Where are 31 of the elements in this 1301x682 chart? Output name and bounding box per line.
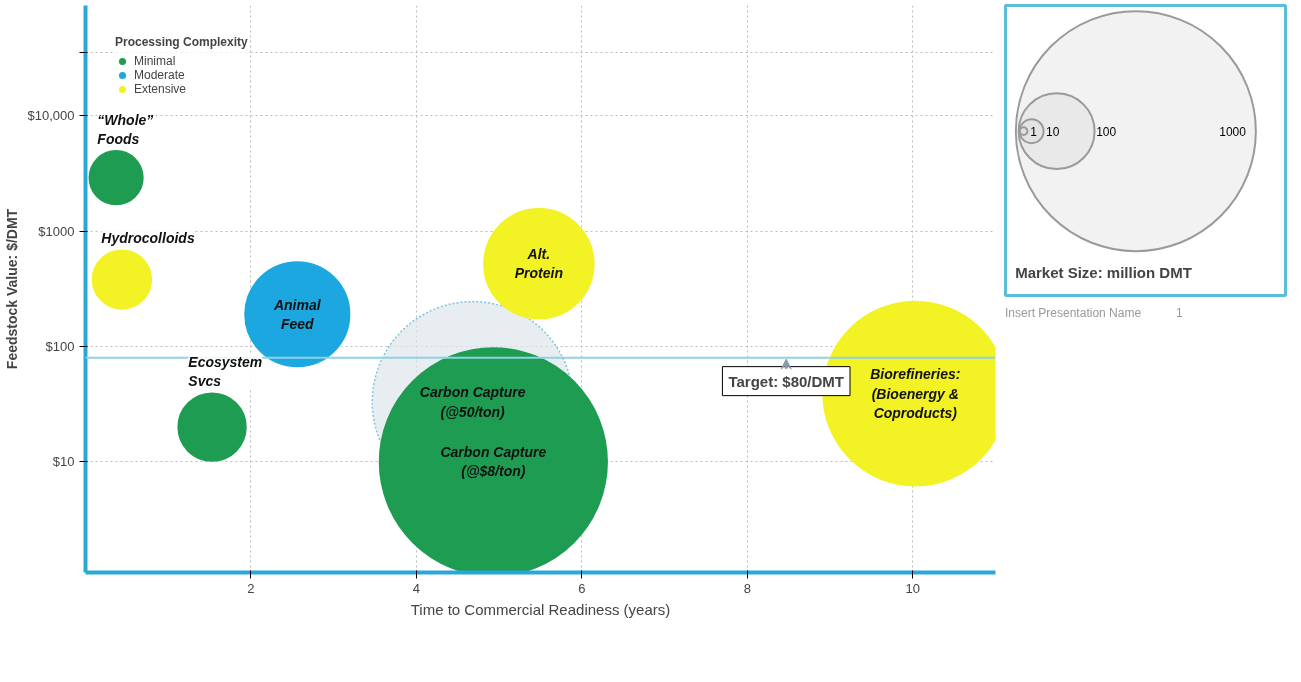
legend-label: 100 [1096, 124, 1117, 139]
annotation: “Whole” Foods [97, 111, 154, 147]
x-tick-label: 10 [905, 580, 921, 596]
legend-label: 1000 [1219, 124, 1247, 139]
y-tick-label: $10 [52, 454, 75, 470]
ref-line-label: Target: $80/DMT [728, 372, 844, 390]
legend-label: 10 [1046, 124, 1060, 139]
annotation: Hydrocolloids [101, 230, 195, 247]
legend-label: 1 [1030, 124, 1038, 139]
annotation: Carbon Capture (@$8/ton) [440, 444, 547, 480]
legend-title: Processing Complexity [115, 35, 248, 49]
annotation: Animal Feed [272, 296, 322, 332]
annotation: Ecosystem Svcs [188, 353, 263, 390]
annotation: Biorefineries: (Bioenergy & Coproducts) [870, 366, 961, 421]
legend-label: Moderate [134, 68, 185, 82]
x-tick-label: 6 [578, 580, 586, 596]
x-tick-label: 8 [743, 580, 751, 596]
text: Market Size: million DMT [1015, 264, 1192, 281]
annotation: Carbon Capture (@50/ton) [419, 384, 526, 420]
text: Insert Presentation Name [1005, 305, 1142, 322]
y-tick-label: $1000 [38, 223, 75, 239]
y-tick-label: $100 [45, 338, 75, 354]
x-tick-label: 4 [412, 580, 421, 596]
x-axis-title: Time to Commercial Readiness (years) [410, 600, 671, 618]
y-axis-title: Feedstock Value: $/DMT [3, 208, 20, 370]
y-tick-label: $10,000 [27, 108, 75, 124]
x-tick-label: 2 [247, 580, 255, 596]
legend-label: Extensive [134, 82, 187, 96]
legend-label: Minimal [134, 54, 176, 68]
annotation: Alt. Protein [514, 246, 563, 282]
text: 1 [1176, 305, 1183, 322]
